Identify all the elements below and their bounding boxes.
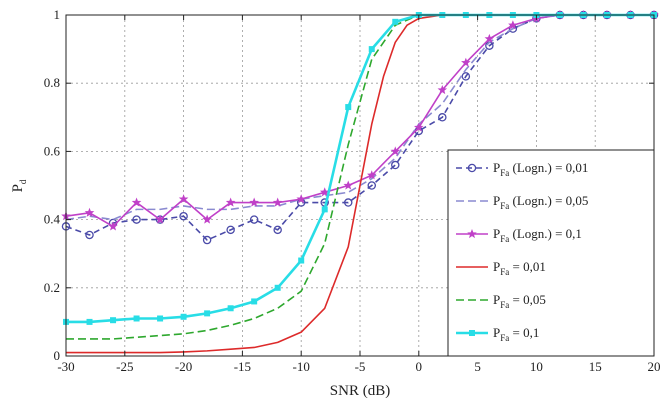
data-point	[390, 146, 401, 156]
data-point	[225, 197, 236, 207]
data-point	[226, 225, 235, 235]
data-point	[178, 194, 189, 204]
data-point	[155, 214, 165, 224]
data-point	[272, 197, 283, 207]
legend-entry-5: PFa = 0,05	[456, 292, 546, 310]
legend-entry-1: PFa (Logn.) = 0,01	[456, 160, 588, 178]
data-point	[84, 207, 95, 217]
y-tick-label: 0.4	[44, 212, 61, 227]
data-point	[202, 214, 212, 224]
data-point	[202, 235, 212, 245]
y-axis-title-main: P	[10, 184, 26, 192]
x-tick-label: 15	[589, 359, 602, 374]
data-point	[86, 318, 93, 325]
data-point	[204, 310, 211, 317]
x-tick-label: -20	[175, 359, 192, 374]
y-axis-title: Pd	[10, 179, 28, 192]
y-tick-label: 0.8	[44, 75, 60, 90]
legend-label: PFa = 0,05	[493, 292, 546, 310]
data-point	[157, 315, 164, 322]
data-point	[298, 257, 305, 264]
legend-label: PFa = 0,01	[493, 259, 546, 277]
data-point	[345, 104, 352, 111]
data-point	[368, 46, 375, 53]
legend: PFa (Logn.) = 0,01 PFa (Logn.) = 0,05 PFa …	[447, 149, 655, 357]
data-point	[461, 57, 471, 67]
series-line	[66, 14, 654, 340]
data-point	[110, 317, 117, 324]
legend-entry-3: PFa (Logn.) = 0,1	[456, 226, 582, 244]
x-tick-label: -10	[293, 359, 310, 374]
x-tick-label: -25	[116, 359, 133, 374]
data-point	[274, 284, 281, 291]
data-point	[391, 160, 400, 170]
data-point	[366, 170, 377, 180]
x-tick-label: -5	[355, 359, 366, 374]
data-point	[273, 225, 282, 235]
data-point	[85, 230, 94, 240]
x-tick-label: 0	[416, 359, 423, 374]
data-point	[414, 122, 424, 132]
svg-text:Pd: Pd	[10, 179, 28, 192]
legend-label: PFa = 0,1	[493, 325, 539, 343]
data-point	[296, 194, 306, 204]
data-point	[227, 305, 234, 312]
data-point	[343, 198, 353, 207]
legend-box	[447, 149, 655, 357]
y-axis-title-sub: d	[18, 179, 28, 184]
data-point	[179, 211, 188, 221]
legend-label: PFa (Logn.) = 0,1	[493, 226, 582, 244]
x-tick-label: 5	[474, 359, 481, 374]
legend-entry-2: PFa (Logn.) = 0,05	[456, 193, 588, 211]
data-point	[108, 221, 118, 231]
legend-swatch-marker	[467, 228, 477, 239]
data-point	[133, 315, 140, 322]
data-point	[508, 20, 518, 30]
x-axis-title: SNR (dB)	[330, 383, 390, 399]
series-5	[66, 14, 654, 340]
data-point	[251, 298, 258, 305]
data-point	[132, 215, 141, 224]
legend-label: PFa (Logn.) = 0,01	[493, 160, 588, 178]
data-point	[437, 84, 448, 95]
x-tick-label: 20	[648, 359, 661, 374]
data-point	[249, 197, 259, 207]
legend-label: PFa (Logn.) = 0,05	[493, 193, 588, 211]
data-point	[438, 113, 447, 122]
data-point	[367, 181, 377, 190]
data-point	[321, 206, 328, 213]
data-point	[131, 197, 142, 207]
data-point	[343, 180, 354, 190]
x-tick-label: -15	[234, 359, 251, 374]
y-tick-label: 0.2	[44, 280, 60, 295]
data-point	[180, 313, 187, 320]
legend-swatch-marker	[469, 330, 475, 336]
legend-entry-4: PFa = 0,01	[456, 259, 546, 277]
x-tick-label: 10	[530, 359, 543, 374]
y-tick-label: 1	[54, 7, 61, 22]
legend-entry-6: PFa = 0,1	[456, 325, 539, 343]
data-point	[461, 72, 471, 81]
data-point	[392, 18, 399, 25]
y-tick-label: 0.6	[44, 143, 61, 158]
x-tick-label: -30	[57, 359, 74, 374]
data-point	[484, 33, 495, 43]
data-point	[249, 215, 259, 224]
legend-swatch-marker	[467, 163, 477, 173]
y-tick-label: 0	[54, 348, 61, 363]
